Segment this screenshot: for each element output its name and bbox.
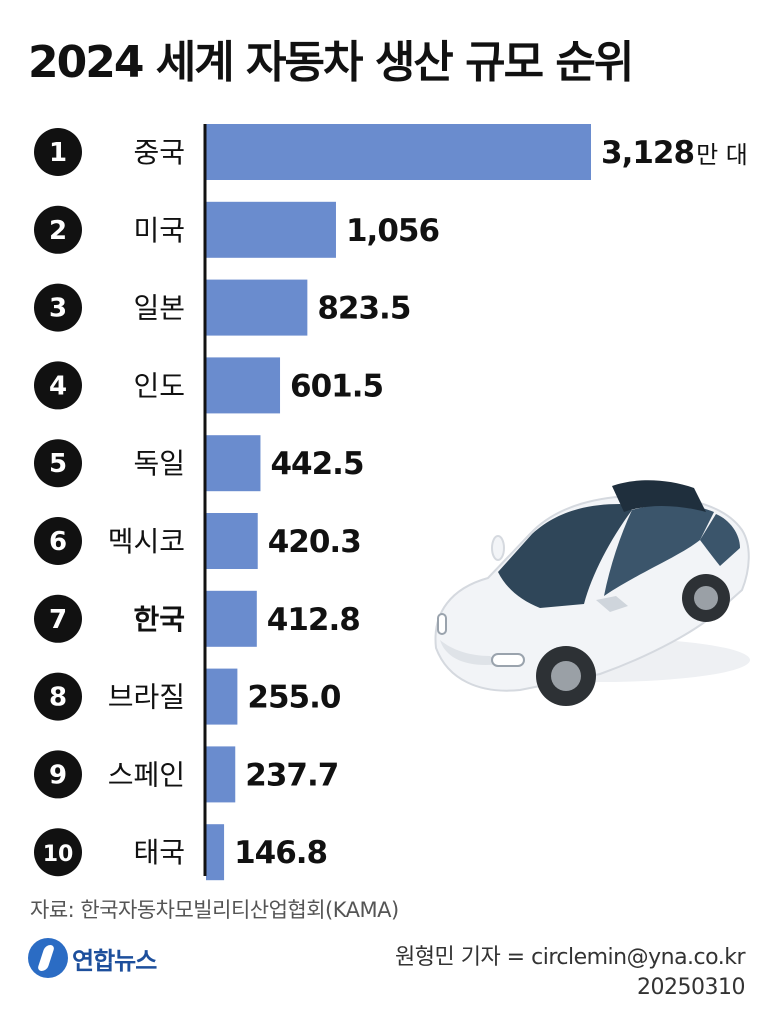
rank-number: 2 <box>49 216 67 246</box>
bar <box>206 590 257 647</box>
car-illustration <box>434 480 750 706</box>
value-label: 420.3 <box>268 524 361 560</box>
category-label: 중국 <box>133 136 185 169</box>
rank-badge <box>34 128 82 176</box>
value-label: 3,128 <box>601 135 694 171</box>
bar <box>206 357 281 414</box>
rank-number: 5 <box>49 449 67 479</box>
value-label: 237.7 <box>245 757 338 793</box>
page-title: 2024 세계 자동차 생산 규모 순위 <box>28 37 634 88</box>
rank-number: 8 <box>49 683 67 713</box>
rank-badge <box>34 205 82 254</box>
category-label: 멕시코 <box>108 525 185 558</box>
rank-badge <box>34 283 82 332</box>
source-note: 자료: 한국자동차모빌리티산업협회(KAMA) <box>30 898 399 922</box>
value-label: 412.8 <box>267 602 360 638</box>
category-label: 한국 <box>133 603 185 636</box>
rank-number: 1 <box>49 138 67 168</box>
rank-number: 6 <box>49 527 67 557</box>
unit-label: 만 대 <box>696 141 748 169</box>
bar <box>206 201 336 258</box>
credit-block: 원형민 기자 = circlemin@yna.co.kr 20250310 <box>395 943 746 1003</box>
value-label: 601.5 <box>290 368 383 404</box>
bar <box>206 513 258 569</box>
rank-badge <box>34 439 82 488</box>
rank-badge <box>34 750 82 799</box>
category-label: 일본 <box>133 292 185 325</box>
bar <box>206 124 591 180</box>
reporter-credit: 원형민 기자 = circlemin@yna.co.kr <box>395 945 746 970</box>
category-label: 인도 <box>133 369 185 402</box>
rank-number: 9 <box>49 760 67 790</box>
publish-date: 20250310 <box>637 975 745 1000</box>
rank-number: 10 <box>43 842 74 867</box>
bar-chart: 1 중국 3,128 만 대 2 미국 1,056 3 일본 823.5 4 인도 601.5 5 독일 44… <box>34 124 750 881</box>
rank-badge <box>34 361 82 410</box>
rank-badge <box>34 828 82 877</box>
value-label: 442.5 <box>270 446 363 482</box>
rank-number: 7 <box>49 605 67 635</box>
rank-badge <box>34 517 82 565</box>
rank-number: 4 <box>49 371 67 401</box>
bar <box>206 279 308 336</box>
value-label: 146.8 <box>234 835 327 871</box>
category-label: 미국 <box>133 214 185 247</box>
rank-badge <box>34 594 82 643</box>
bar <box>206 746 236 803</box>
category-label: 스페인 <box>108 758 185 791</box>
rank-badge <box>34 672 82 721</box>
yonhap-logo-icon <box>28 938 68 978</box>
category-label: 태국 <box>133 836 185 869</box>
value-label: 823.5 <box>317 291 410 327</box>
value-label: 1,056 <box>346 213 439 249</box>
category-label: 독일 <box>133 447 185 480</box>
rank-number: 3 <box>49 294 67 324</box>
bar <box>206 824 225 881</box>
bar <box>206 435 261 492</box>
yonhap-logo: 연합뉴스 <box>28 938 157 978</box>
value-label: 255.0 <box>247 680 340 716</box>
bar <box>206 668 238 725</box>
logo-text: 연합뉴스 <box>72 946 157 975</box>
category-label: 브라질 <box>108 681 185 714</box>
